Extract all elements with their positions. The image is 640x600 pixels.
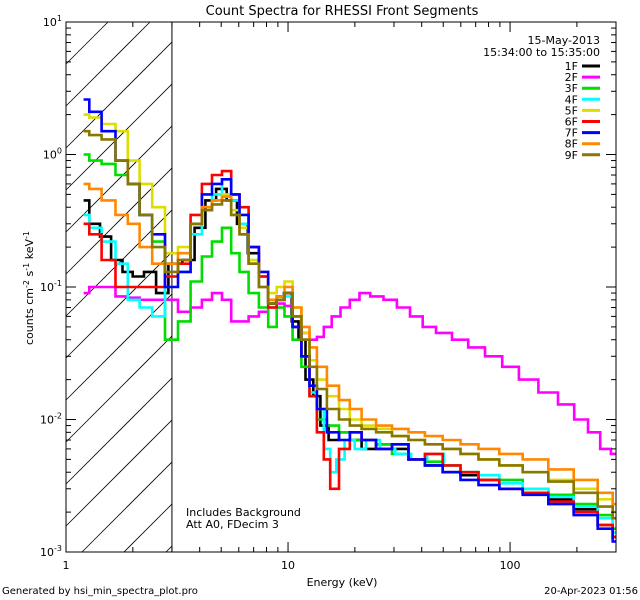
chart-title: Count Spectra for RHESSI Front Segments [206,4,479,19]
y-tick-label-3: 10-2 [40,412,62,427]
x-tick-label-0: 1 [63,559,70,572]
series-8F-line [83,182,616,506]
legend-label-5F: 5F [565,104,578,117]
y-tick-label-1: 100 [43,147,62,162]
hatch-line-13 [123,503,173,553]
annotation-background: Includes Background [186,506,301,519]
legend-label-3F: 3F [565,82,578,95]
hatch-line-7 [65,251,173,359]
series-6F-line [83,169,616,539]
series-7F-line [83,98,616,543]
legend-label-8F: 8F [565,138,578,151]
footer-timestamp: 20-Apr-2023 01:56 [544,586,638,597]
hatch-line-9 [65,335,173,443]
legend-label-7F: 7F [565,127,578,140]
hatch-line-8 [65,293,173,401]
hatch-line-14 [165,545,173,553]
hatch-line-12 [81,461,173,553]
series-4F-line [83,178,616,534]
y-axis-label-exp3: -1 [22,231,31,239]
time-range-label: 15:34:00 to 15:35:00 [483,46,600,59]
annotation-attenuator: Att A0, FDecim 3 [186,518,279,531]
y-axis-label-exp2: -1 [22,263,31,271]
hatch-line-3 [65,83,173,191]
series-9F-line [83,129,616,520]
x-tick-label-2: 100 [500,559,521,572]
legend-label-1F: 1F [565,60,578,73]
footer-generator: Generated by hsi_min_spectra_plot.pro [2,586,198,597]
y-axis-label: counts cm-2 s-1 keV-1 [22,231,36,345]
y-axis-label-kev: keV [23,239,36,263]
legend-label-6F: 6F [565,116,578,129]
x-axis-label: Energy (keV) [307,576,378,589]
series-layer [83,98,616,543]
hatch-line-11 [65,419,173,527]
y-tick-label-0: 101 [43,14,62,29]
hatch-line-0 [65,21,109,65]
x-tick-label-1: 10 [281,559,295,572]
y-axis-label-counts: counts cm [23,288,36,345]
legend-label-9F: 9F [565,149,578,162]
date-label: 15-May-2013 [528,34,600,47]
axes: 1 10 100 101 100 10-1 10-2 10-3 [40,14,617,572]
hatch-line-1 [65,21,151,107]
y-tick-label-2: 10-1 [40,279,62,294]
y-axis-label-s: s [23,270,36,279]
series-5F-line [83,113,616,514]
legend-label-4F: 4F [565,93,578,106]
hatch-line-10 [65,377,173,485]
y-tick-label-4: 10-3 [40,544,62,559]
hatch-line-5 [65,167,173,275]
legend-label-2F: 2F [565,71,578,84]
y-axis-label-exp1: -2 [22,280,31,288]
